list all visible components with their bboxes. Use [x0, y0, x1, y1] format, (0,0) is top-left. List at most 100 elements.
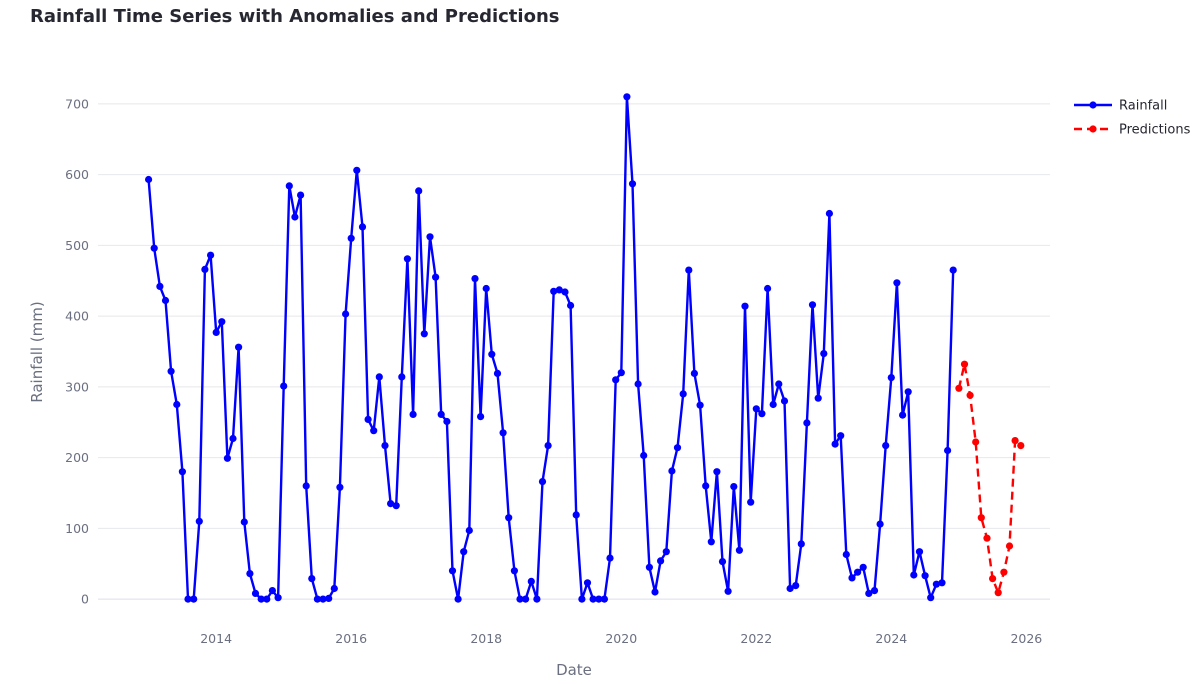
data-point-rainfall — [555, 286, 563, 294]
x-tick-label: 2022 — [740, 631, 772, 646]
data-point-rainfall — [251, 589, 260, 598]
data-point-rainfall — [837, 432, 845, 440]
data-point-rainfall — [240, 518, 248, 526]
data-point-rainfall — [246, 570, 254, 578]
data-point-rainfall — [623, 93, 631, 101]
x-tick-label: 2018 — [470, 631, 502, 646]
data-point-rainfall — [291, 213, 299, 221]
y-tick-label: 200 — [65, 450, 89, 465]
data-point-rainfall — [797, 540, 805, 548]
data-point-rainfall — [583, 579, 592, 587]
data-point-rainfall — [437, 410, 445, 418]
data-point-rainfall — [308, 575, 316, 583]
data-point-rainfall — [606, 554, 614, 562]
data-point-rainfall — [302, 482, 310, 490]
data-point-rainfall — [432, 273, 440, 281]
legend-item-predictions[interactable]: Predictions — [1074, 123, 1191, 138]
data-point-rainfall — [420, 330, 428, 338]
legend-marker-rainfall — [1089, 101, 1097, 109]
data-point-rainfall — [347, 234, 355, 242]
data-point-rainfall — [477, 413, 485, 421]
data-point-rainfall — [899, 411, 907, 419]
y-tick-label: 700 — [65, 96, 89, 111]
data-point-rainfall — [882, 442, 890, 450]
data-point-rainfall — [730, 483, 738, 491]
data-point-rainfall — [342, 310, 350, 318]
data-point-rainfall — [634, 380, 642, 388]
data-point-rainfall — [854, 568, 862, 576]
data-point-rainfall — [178, 468, 186, 476]
data-point-rainfall — [173, 400, 181, 409]
data-point-rainfall — [910, 571, 918, 579]
x-tick-label: 2016 — [335, 631, 367, 646]
data-point-rainfall — [657, 557, 665, 565]
x-tick-label: 2020 — [605, 631, 637, 646]
data-point-rainfall — [415, 187, 423, 195]
data-point-rainfall — [482, 284, 490, 293]
data-point-rainfall — [696, 401, 704, 409]
data-point-rainfall — [876, 520, 884, 528]
data-point-rainfall — [713, 468, 721, 476]
data-point-rainfall — [218, 318, 226, 326]
data-point-rainfall — [184, 595, 192, 603]
data-point-predictions — [983, 534, 991, 542]
data-point-rainfall — [944, 446, 952, 455]
y-tick-label: 0 — [81, 592, 89, 607]
data-point-rainfall — [707, 538, 715, 546]
data-point-rainfall — [190, 595, 198, 603]
data-point-rainfall — [358, 223, 367, 231]
y-tick-label: 300 — [65, 379, 89, 394]
legend[interactable]: Rainfall Predictions — [1074, 99, 1191, 138]
data-point-rainfall — [775, 380, 783, 388]
data-point-rainfall — [505, 514, 513, 522]
data-point-rainfall — [780, 397, 789, 405]
data-point-rainfall — [747, 498, 755, 506]
data-point-predictions — [994, 589, 1002, 597]
data-point-rainfall — [223, 454, 231, 462]
data-point-predictions — [966, 391, 974, 399]
data-point-rainfall — [460, 548, 468, 556]
data-point-rainfall — [578, 595, 586, 603]
data-point-rainfall — [690, 369, 699, 377]
data-point-rainfall — [792, 582, 800, 590]
data-point-rainfall — [145, 175, 153, 184]
data-point-rainfall — [381, 442, 389, 450]
data-point-rainfall — [387, 500, 395, 508]
data-point-predictions — [1017, 442, 1025, 450]
data-point-rainfall — [465, 526, 473, 535]
data-point-rainfall — [803, 419, 811, 427]
data-point-rainfall — [325, 594, 333, 603]
data-point-rainfall — [932, 580, 941, 588]
data-point-rainfall — [156, 282, 164, 290]
data-point-rainfall — [201, 265, 209, 273]
data-point-rainfall — [595, 595, 603, 603]
data-point-rainfall — [150, 244, 158, 252]
data-point-predictions — [1005, 542, 1014, 550]
data-point-rainfall — [161, 296, 170, 305]
data-point-rainfall — [330, 584, 338, 593]
data-point-rainfall — [572, 511, 580, 519]
data-point-rainfall — [808, 301, 817, 309]
data-point-rainfall — [679, 390, 687, 398]
data-point-rainfall — [533, 595, 541, 603]
data-point-rainfall — [263, 595, 271, 603]
data-point-rainfall — [814, 394, 822, 402]
data-point-rainfall — [313, 595, 321, 603]
x-axis: 2014 2016 2018 2020 2022 2024 2026 Date — [200, 631, 1042, 679]
data-point-rainfall — [848, 574, 856, 582]
data-point-rainfall — [229, 434, 237, 443]
data-point-predictions — [1000, 568, 1008, 576]
legend-item-rainfall[interactable]: Rainfall — [1074, 99, 1167, 114]
data-point-rainfall — [561, 288, 569, 296]
data-point-rainfall — [538, 478, 547, 486]
data-point-predictions — [1011, 437, 1019, 445]
data-point-rainfall — [268, 587, 276, 595]
data-point-rainfall — [640, 451, 648, 460]
data-point-rainfall — [870, 587, 879, 595]
data-point-rainfall — [887, 374, 895, 382]
legend-label: Predictions — [1119, 123, 1191, 138]
data-point-rainfall — [612, 376, 620, 384]
data-point-rainfall — [668, 467, 676, 475]
data-point-rainfall — [915, 548, 924, 556]
series-line-rainfall — [147, 95, 955, 601]
